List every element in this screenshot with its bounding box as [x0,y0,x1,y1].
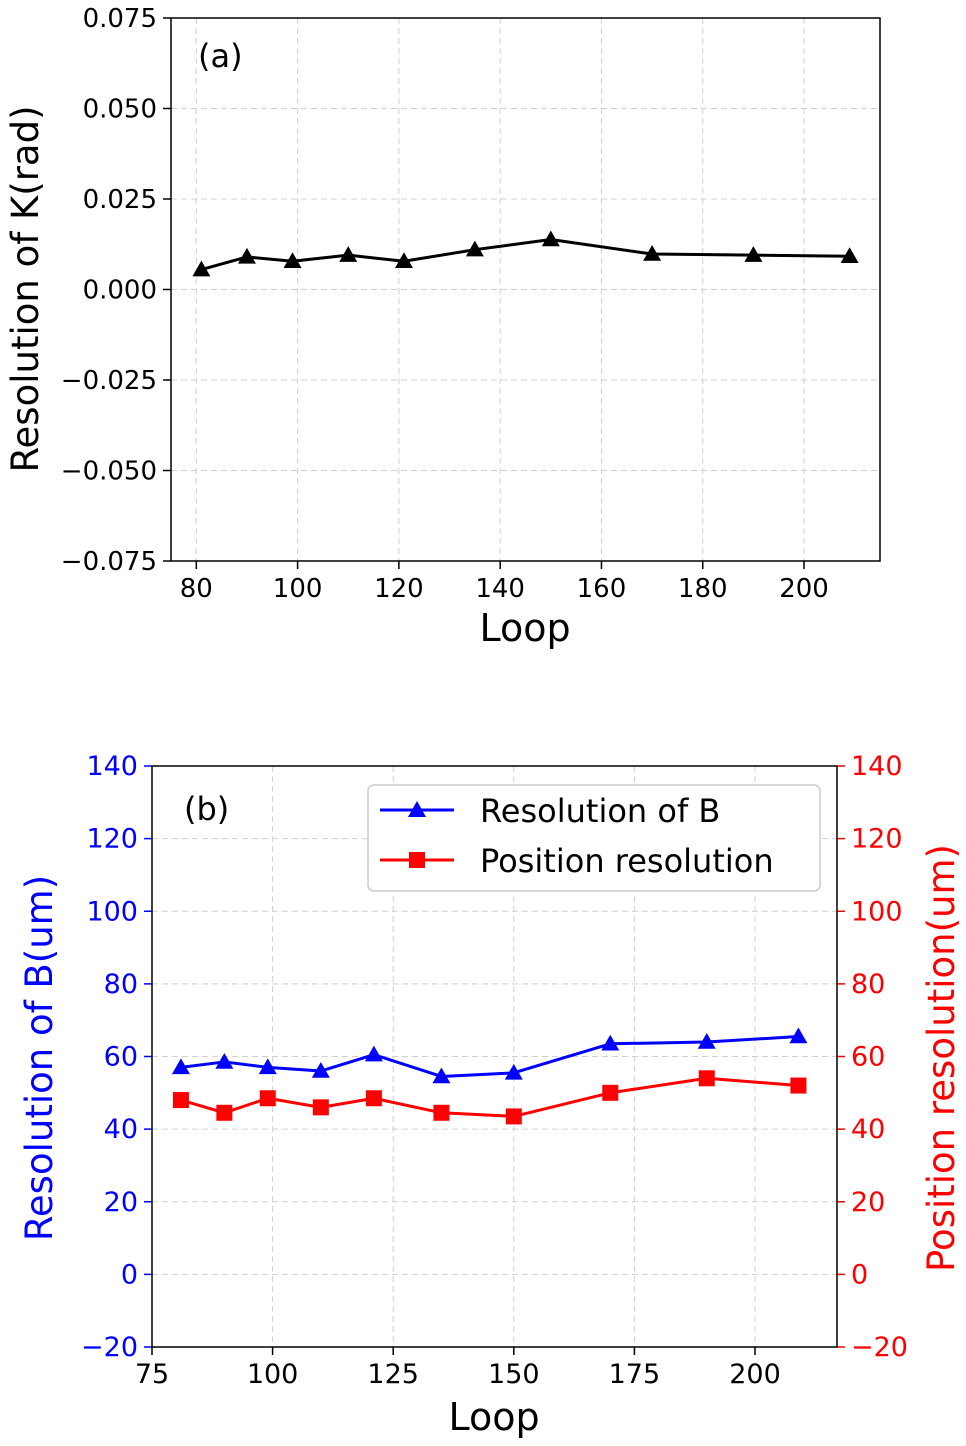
x-tick-label: 100 [273,574,323,604]
y-right-tick-label: 0 [851,1259,868,1290]
panel-b-right-y-axis-label: Position resolution(um) [920,844,963,1272]
series-line [200,238,850,272]
data-point-triangle [697,1032,716,1049]
legend-label-position-resolution: Position resolution [480,842,774,880]
y-tick-label: −0.025 [61,366,157,396]
legend-box [367,784,821,892]
panel-a-y-axis-label: Resolution of K(rad) [4,105,47,472]
data-point-triangle [192,260,211,277]
panel-a: 80 100 120 140 160 180 200 −0.075 −0.050 −0.025 0.… [4,4,881,650]
panel-a-ticks: 80 100 120 140 160 180 200 −0.075 −0.050 −0.025 0.… [61,4,829,604]
panel-a-x-axis-label: Loop [479,606,570,650]
y-tick-label: 100 [86,896,138,927]
y-tick-label: 60 [104,1042,138,1073]
data-point-square [505,1108,522,1125]
x-tick-label: 125 [367,1359,419,1390]
data-point-square [433,1104,450,1121]
data-point-square [312,1099,329,1116]
y-right-tick-label: −20 [851,1332,908,1363]
data-point-triangle [283,252,302,269]
panel-b-series [171,1027,808,1125]
x-tick-label: 80 [180,574,213,604]
panel-a-label: (a) [198,37,243,75]
y-tick-label: 0 [121,1259,138,1290]
data-point-triangle [311,1062,330,1078]
data-point-triangle [394,252,413,269]
y-tick-label: 0.050 [83,95,157,125]
x-tick-label: 200 [779,574,829,604]
data-point-triangle [789,1027,808,1044]
data-point-triangle [237,247,256,264]
y-tick-label: −0.050 [61,457,157,487]
data-point-triangle [258,1058,277,1075]
legend: Resolution of B Position resolution [367,784,821,892]
data-point-triangle [465,240,484,257]
y-right-tick-label: 120 [851,824,903,855]
data-point-square [602,1084,619,1101]
data-point-triangle [215,1052,234,1069]
legend-label-resolution-b: Resolution of B [480,792,720,830]
x-tick-label: 175 [609,1359,661,1390]
data-point-triangle [364,1045,383,1062]
panel-a-frame [170,17,881,562]
x-tick-label: 180 [678,574,728,604]
y-right-tick-label: 60 [851,1042,885,1073]
data-point-triangle [432,1067,451,1084]
y-tick-label: −0.075 [61,547,157,577]
y-tick-label: 40 [104,1114,138,1145]
panel-b-ticks: 75 100 125 150 175 200 −20 −20 0 0 20 20 40 40 60 60 80 8… [81,751,908,1390]
data-point-triangle [171,1058,190,1075]
y-tick-label: 0.000 [83,276,157,306]
data-point-square [172,1092,189,1109]
x-tick-label: 200 [729,1359,781,1390]
panel-b-label: (b) [184,790,229,828]
legend-marker-square [409,852,425,868]
x-tick-label: 160 [577,574,627,604]
y-tick-label: 140 [86,751,138,782]
data-point-square [216,1104,233,1121]
data-point-triangle [339,246,358,262]
data-point-triangle [643,245,662,261]
panel-b-left-y-axis-label: Resolution of B(um) [18,875,61,1241]
y-right-tick-label: 40 [851,1114,885,1145]
panel-b: 75 100 125 150 175 200 −20 −20 0 0 20 20 40 40 60 60 80 8… [18,751,963,1439]
panel-b-x-axis-label: Loop [448,1395,539,1439]
data-point-square [259,1090,276,1107]
series-line [180,1035,799,1078]
data-point-square [698,1070,715,1087]
y-tick-label: 0.025 [83,185,157,215]
x-tick-label: 120 [374,574,424,604]
y-tick-label: 20 [104,1187,138,1218]
y-right-tick-label: 80 [851,969,885,1000]
data-point-square [790,1077,807,1094]
panel-a-series [192,230,859,277]
x-tick-label: 150 [488,1359,540,1390]
x-tick-label: 140 [475,574,525,604]
y-right-tick-label: 140 [851,751,903,782]
series-line [180,1076,799,1118]
legend-marker-triangle [408,801,426,817]
data-point-triangle [744,246,763,262]
data-point-triangle [541,230,560,247]
data-point-triangle [504,1063,523,1080]
y-tick-label: 80 [104,969,138,1000]
data-point-triangle [840,247,859,263]
data-point-triangle [601,1034,620,1051]
x-tick-label: 75 [135,1359,169,1390]
y-right-tick-label: 100 [851,896,903,927]
panel-b-frame [151,765,838,1348]
y-tick-label: 0.075 [83,4,157,34]
y-right-tick-label: 20 [851,1187,885,1218]
x-tick-label: 100 [247,1359,299,1390]
y-tick-label: −20 [81,1332,138,1363]
data-point-square [365,1090,382,1107]
y-tick-label: 120 [86,824,138,855]
